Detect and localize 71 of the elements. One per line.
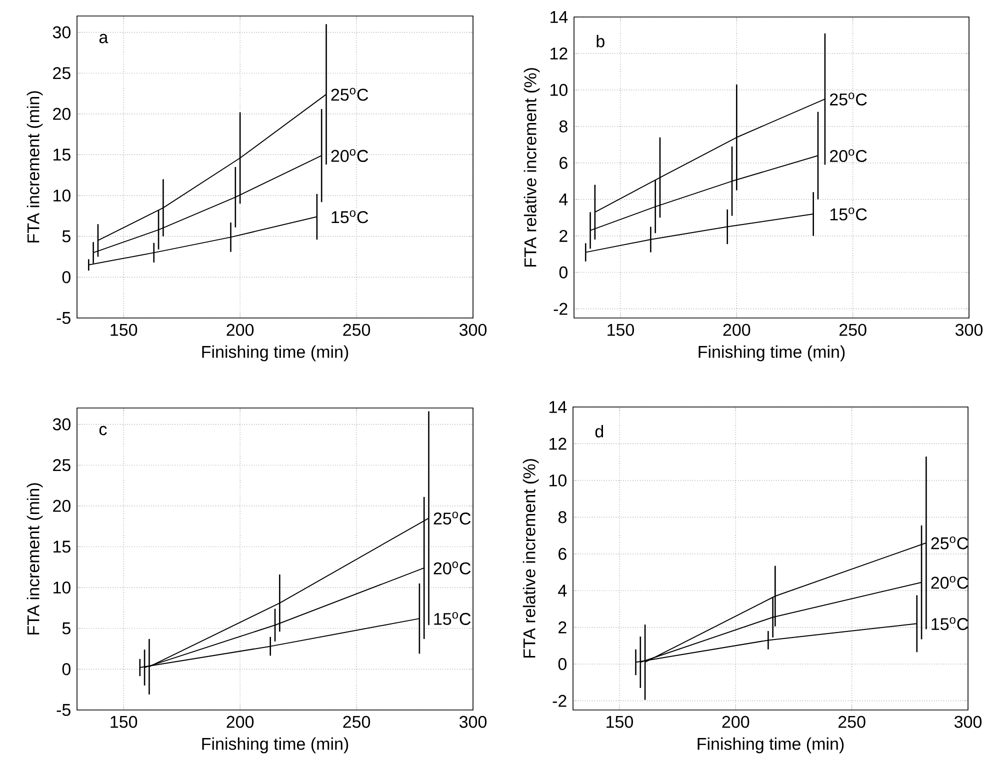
y-tick-label: 0 [559, 266, 568, 278]
y-axis-title: FTA relative increment (%) [522, 459, 539, 658]
x-tick-label: 150 [608, 324, 634, 336]
annotation: c [99, 426, 107, 436]
x-axis-title: Finishing time (min) [202, 345, 348, 362]
y-tick-label: 0 [62, 271, 70, 284]
y-tick-label: 15 [54, 540, 70, 553]
y-axis-title: FTA relative increment (%) [524, 68, 540, 267]
y-tick-label: 12 [550, 48, 568, 60]
y-axis-title: FTA increment (min) [26, 483, 43, 634]
series-label: 20$^{o}$C [434, 562, 471, 574]
y-tick-label: 0 [62, 663, 70, 676]
x-tick-label: 300 [459, 716, 487, 728]
annotation: d [595, 424, 604, 438]
y-tick-label: 14 [550, 401, 567, 413]
annotation: a [99, 34, 108, 44]
series-label: 25$^{o}$C [434, 512, 471, 525]
series-label: 20$^{o}$C [830, 149, 867, 162]
y-tick-label: 10 [550, 474, 566, 486]
x-tick-label: 300 [954, 716, 982, 728]
y-tick-label: 10 [54, 190, 70, 202]
y-tick-label: 5 [62, 622, 70, 634]
series-label: 20$^{o}$C [331, 149, 368, 162]
y-tick-label: 10 [54, 582, 70, 594]
y-tick-label: 25 [53, 459, 70, 472]
annotation: b [596, 34, 604, 48]
y-tick-label: 12 [550, 438, 566, 450]
x-tick-label: 250 [840, 324, 866, 336]
y-tick-label: 10 [550, 84, 568, 96]
x-axis-title: Finishing time (min) [202, 737, 348, 754]
x-tick-label: 300 [955, 324, 983, 336]
y-axis-title: FTA increment (min) [26, 91, 43, 242]
x-axis-title: Finishing time (min) [698, 737, 844, 754]
series-label: 15$^{o}$C [830, 208, 867, 220]
x-tick-label: 150 [606, 716, 633, 728]
y-tick-label: 5 [62, 230, 70, 242]
series-label: 15$^{o}$C [332, 210, 368, 224]
x-tick-label: 200 [722, 716, 750, 728]
x-tick-label: 200 [723, 324, 750, 336]
y-tick-label: -5 [56, 704, 70, 716]
y-tick-label: 0 [558, 658, 566, 670]
y-tick-label: 2 [558, 621, 566, 634]
series-label: 25$^{o}$C [830, 92, 867, 106]
y-tick-label: 30 [52, 26, 70, 38]
x-tick-label: 250 [343, 324, 370, 336]
y-tick-label: 15 [54, 148, 70, 161]
y-tick-label: 2 [560, 230, 568, 242]
y-tick-label: 6 [560, 156, 568, 169]
series-label: 25$^{o}$C [331, 88, 368, 101]
x-tick-label: 200 [226, 324, 254, 336]
y-tick-label: 20 [53, 500, 70, 512]
y-tick-label: 4 [559, 194, 568, 206]
y-tick-label: 14 [550, 11, 568, 23]
x-tick-label: 300 [459, 324, 487, 336]
y-tick-label: 8 [559, 120, 568, 132]
y-tick-label: 20 [53, 108, 70, 120]
y-tick-label: -5 [56, 312, 70, 324]
x-tick-label: 250 [343, 716, 370, 728]
y-tick-label: 8 [558, 511, 566, 524]
y-tick-label: 4 [558, 584, 567, 596]
x-tick-label: 200 [226, 716, 254, 728]
y-tick-label: -2 [552, 694, 566, 707]
y-tick-label: 30 [52, 418, 70, 430]
x-tick-label: 250 [838, 716, 866, 728]
x-tick-label: 150 [110, 716, 138, 728]
y-tick-label: 6 [558, 548, 566, 560]
x-axis-title: Finishing time (min) [698, 345, 845, 362]
series-label: 15$^{o}$C [434, 612, 471, 625]
y-tick-label: -2 [554, 302, 568, 315]
y-tick-label: 25 [53, 67, 70, 80]
x-tick-label: 150 [110, 324, 138, 336]
